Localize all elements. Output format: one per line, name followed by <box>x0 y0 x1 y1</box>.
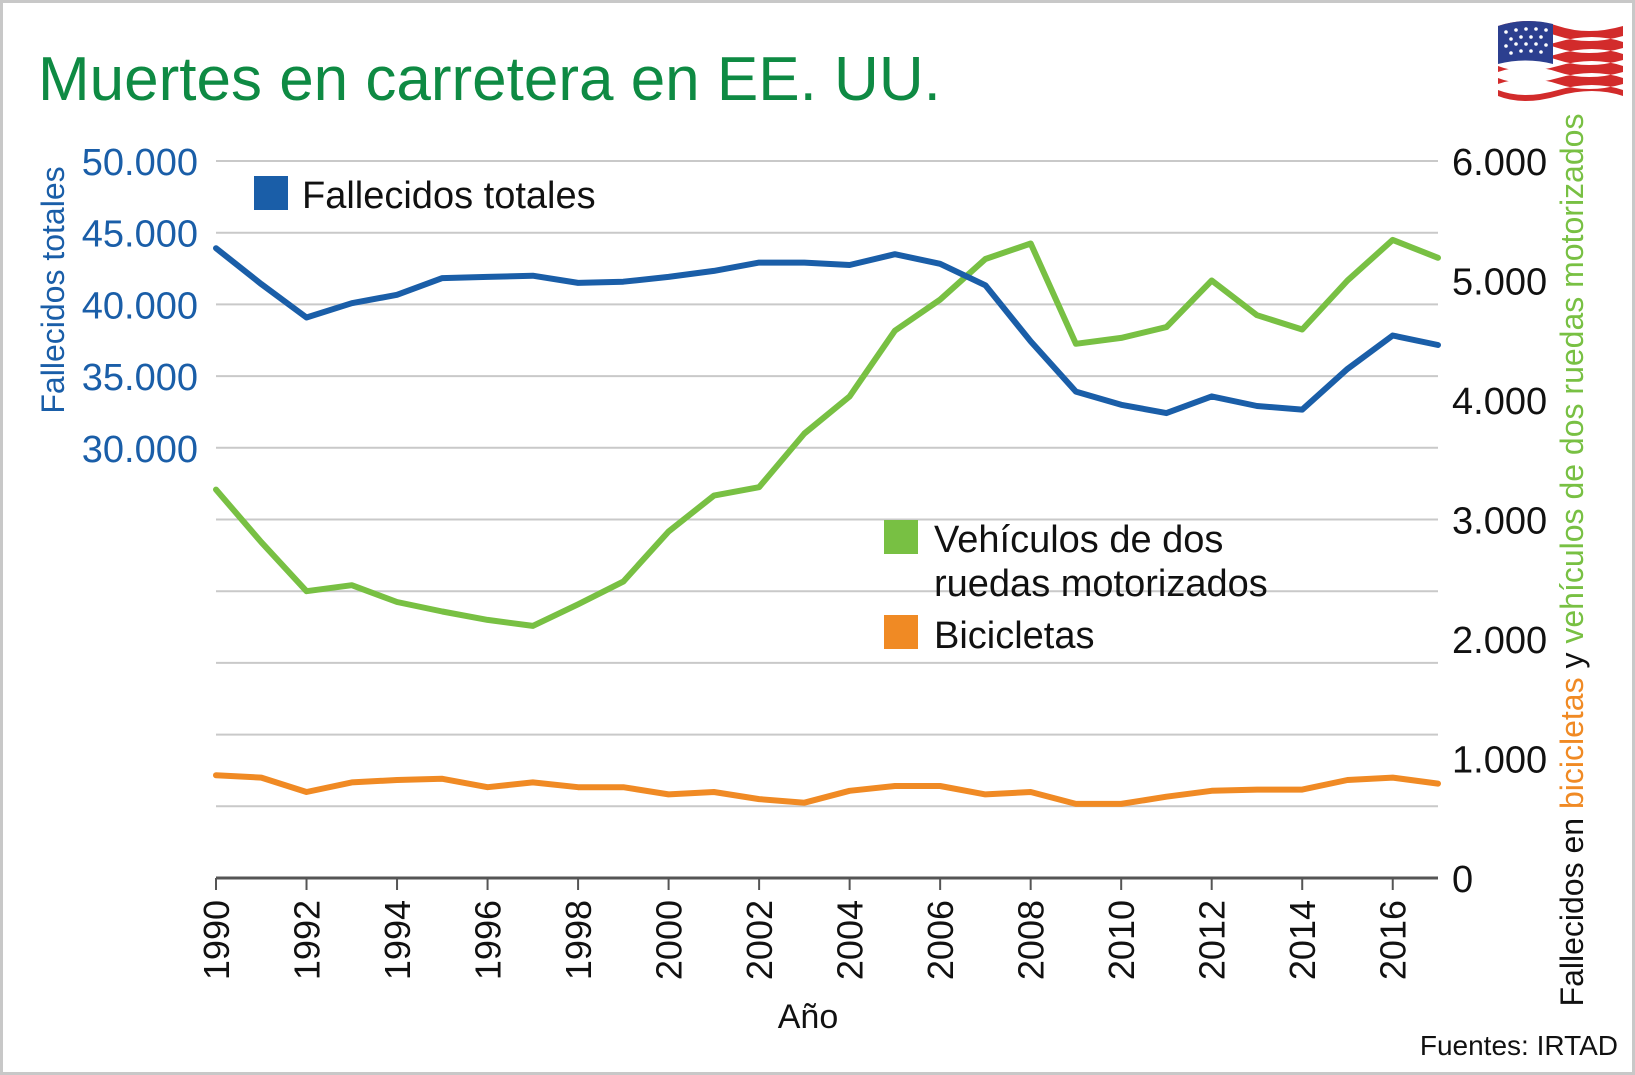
x-tick-label: 2004 <box>830 900 871 980</box>
x-tick-label: 1994 <box>377 900 418 980</box>
left-axis-label: Fallecidos totales <box>35 166 71 413</box>
legend-swatch-motorized <box>884 520 918 554</box>
right-axis-label-part: Fallecidos en <box>1554 809 1590 1006</box>
x-tick-label: 2016 <box>1373 900 1414 980</box>
x-tick-label: 2012 <box>1192 900 1233 980</box>
x-tick-label: 2006 <box>920 900 961 980</box>
x-axis-ticks: 1990 1992 1994 1996 1998 2000 2002 2004 2006 2008… <box>196 878 1414 980</box>
right-tick-label: 1.000 <box>1452 740 1547 782</box>
legend-label-motorized-line2: ruedas motorizados <box>934 563 1268 605</box>
right-axis-label-part: vehículos de dos ruedas motorizados <box>1554 114 1590 644</box>
left-tick-label: 30.000 <box>82 429 198 471</box>
right-tick-label: 2.000 <box>1452 620 1547 662</box>
right-axis-label: Fallecidos en bicicletas y vehículos de … <box>1554 114 1590 1007</box>
series-line-bicycles <box>213 772 1441 807</box>
x-tick-label: 2014 <box>1282 900 1323 980</box>
legend-swatch-bicycles <box>884 615 918 649</box>
x-tick-label: 1992 <box>287 900 328 980</box>
gridlines <box>216 160 1438 880</box>
series-line-total <box>213 245 1441 417</box>
x-tick-label: 2002 <box>739 900 780 980</box>
x-tick-label: 2008 <box>1011 900 1052 980</box>
x-tick-label: 1990 <box>196 900 237 980</box>
legend-label-total: Fallecidos totales <box>302 175 596 217</box>
left-tick-label: 40.000 <box>82 285 198 327</box>
legend-label-bicycles: Bicicletas <box>934 615 1095 657</box>
x-axis-label: Año <box>778 998 839 1036</box>
right-axis-label-part: y <box>1554 644 1590 678</box>
legend: Fallecidos totales Vehículos de dos rued… <box>254 175 1268 657</box>
x-tick-label: 1998 <box>558 900 599 980</box>
right-axis-ticks: 0 1.000 2.000 3.000 4.000 5.000 6.000 <box>1452 142 1547 901</box>
legend-label-motorized-line1: Vehículos de dos <box>934 519 1223 561</box>
right-tick-label: 4.000 <box>1452 381 1547 423</box>
left-tick-label: 35.000 <box>82 357 198 399</box>
left-tick-label: 50.000 <box>82 142 198 184</box>
x-tick-label: 2000 <box>649 900 690 980</box>
source-note: Fuentes: IRTAD <box>1420 1030 1618 1061</box>
right-axis-label-part: bicicletas <box>1554 677 1590 809</box>
right-tick-label: 6.000 <box>1452 142 1547 184</box>
right-tick-label: 3.000 <box>1452 501 1547 543</box>
series-layer <box>213 236 1441 807</box>
right-tick-label: 5.000 <box>1452 262 1547 304</box>
chart-title: Muertes en carretera en EE. UU. <box>38 45 941 114</box>
series-line-motorized <box>213 236 1441 629</box>
right-tick-label: 0 <box>1452 859 1473 901</box>
x-tick-label: 1996 <box>468 900 509 980</box>
legend-swatch-total <box>254 176 288 210</box>
x-tick-label: 2010 <box>1101 900 1142 980</box>
left-axis-ticks: 50.000 45.000 40.000 35.000 30.000 <box>82 142 198 471</box>
left-tick-label: 45.000 <box>82 214 198 256</box>
us-flag-icon <box>1498 20 1623 101</box>
